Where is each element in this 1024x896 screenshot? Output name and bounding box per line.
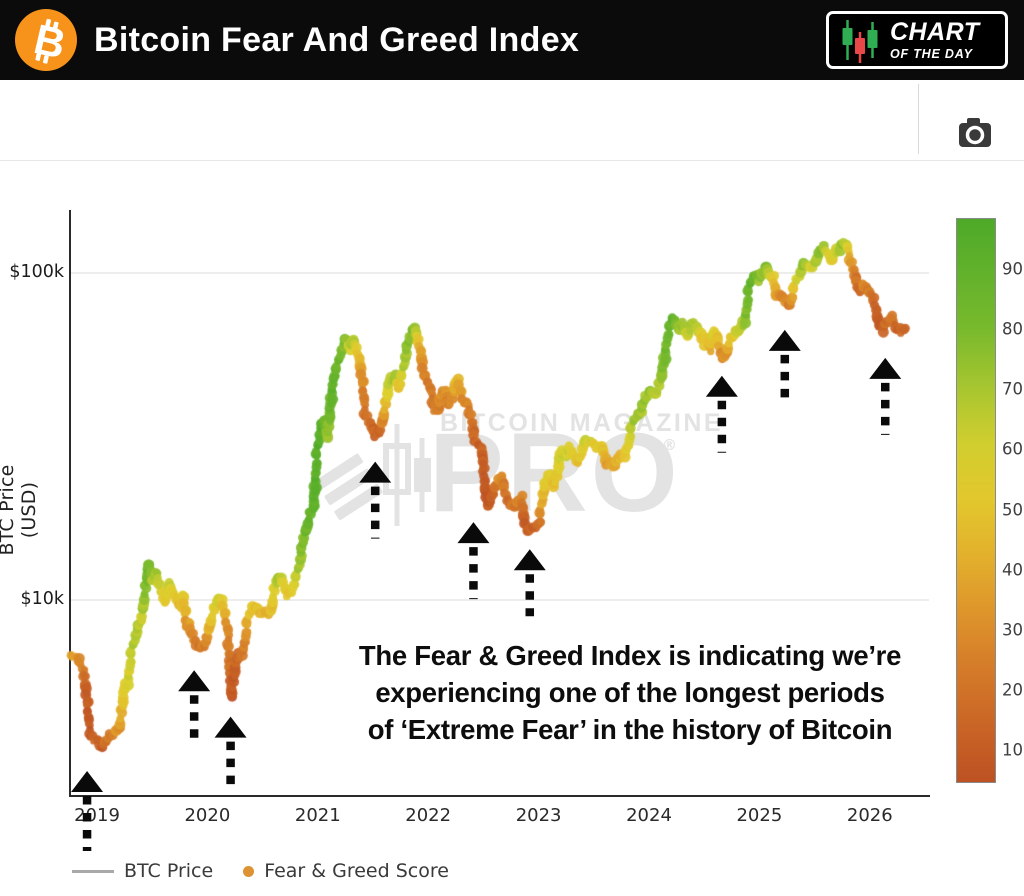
extreme-fear-arrow-6	[513, 549, 546, 617]
extreme-fear-arrow-7	[705, 375, 738, 453]
extreme-fear-arrow-9	[869, 357, 902, 435]
legend-item-btc-price[interactable]: BTC Price	[72, 860, 213, 882]
annotation-text: The Fear & Greed Index is indicating we’…	[318, 637, 942, 748]
extreme-fear-arrow-8	[768, 329, 801, 401]
extreme-fear-arrow-2	[178, 670, 211, 746]
line-swatch-icon	[72, 869, 114, 873]
annotation-line-3: of ‘Extreme Fear’ in the history of Bitc…	[367, 714, 893, 745]
extreme-fear-arrow-4	[359, 461, 392, 539]
legend-label: BTC Price	[124, 860, 214, 882]
extreme-fear-arrow-5	[457, 522, 490, 600]
legend-item-fear-greed-score[interactable]: Fear & Greed Score	[243, 860, 449, 882]
annotation-line-1: The Fear & Greed Index is indicating we’…	[358, 640, 902, 671]
legend: BTC Price Fear & Greed Score	[72, 860, 449, 882]
dot-swatch-icon	[243, 865, 255, 877]
annotation-line-2: experiencing one of the longest periods	[375, 677, 885, 708]
extreme-fear-arrow-1	[71, 770, 104, 851]
legend-label: Fear & Greed Score	[264, 860, 449, 882]
extreme-fear-arrow-3	[214, 716, 247, 790]
